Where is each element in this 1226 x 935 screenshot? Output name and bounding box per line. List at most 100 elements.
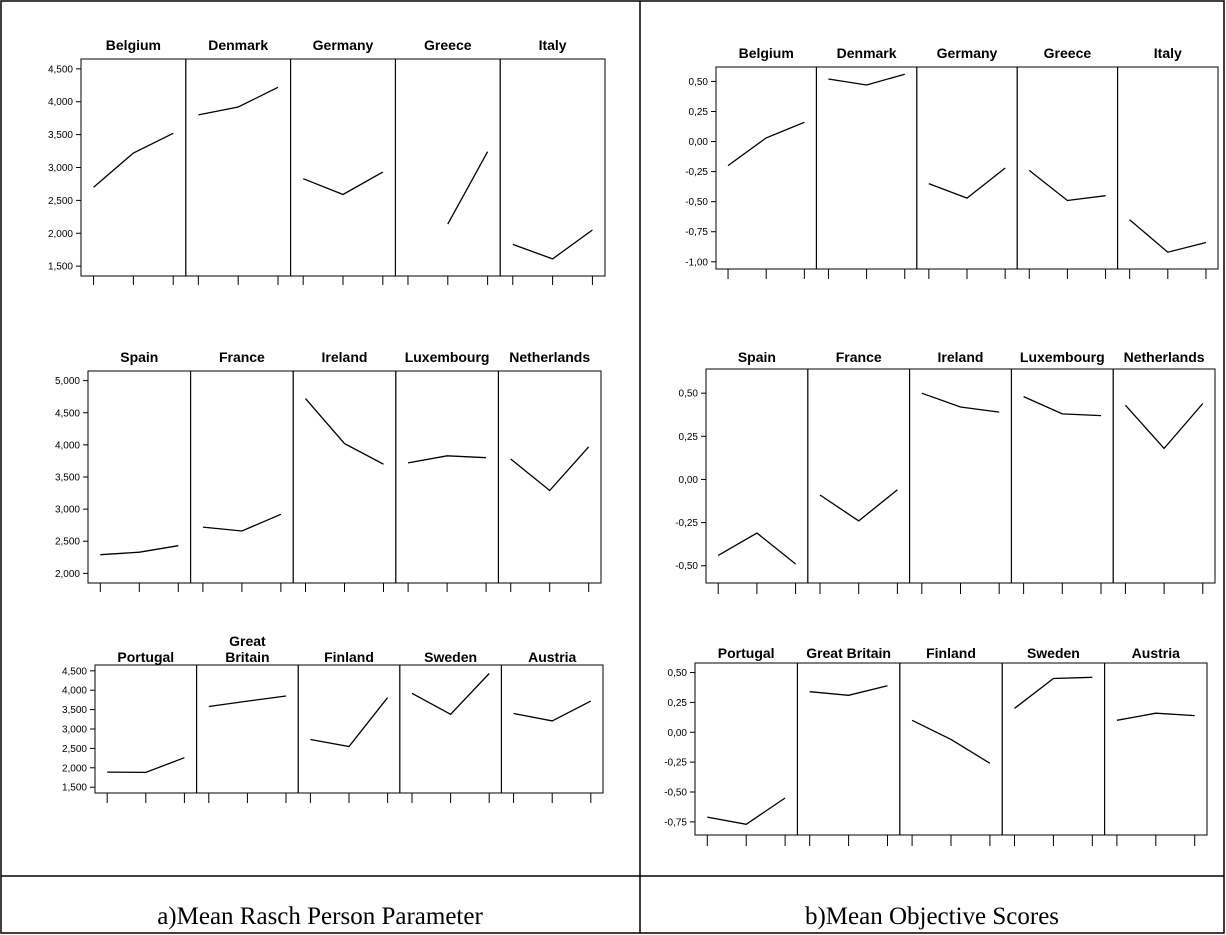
panel-sweden: Sweden bbox=[399, 649, 502, 803]
panel-finland: Finland bbox=[297, 649, 401, 803]
panel-great-britain: Great Britain bbox=[796, 645, 901, 846]
caption-right: b)Mean Objective Scores bbox=[805, 903, 1059, 930]
panel-title: Sweden bbox=[424, 649, 477, 665]
chart-strip-b-1: 0,50 0,25 0,00 -0,25 -0,50 -0,75 -1,00 Belgium D… bbox=[685, 45, 1219, 279]
panel-title: Ireland bbox=[938, 349, 984, 365]
panel-italy: Italy bbox=[499, 37, 606, 285]
y-tick-label: 4,000 bbox=[62, 686, 87, 697]
series-line bbox=[1124, 403, 1204, 450]
y-tick-label: -0,75 bbox=[664, 817, 687, 828]
series-line bbox=[809, 685, 888, 696]
panel-portugal: Portugal bbox=[94, 649, 198, 803]
chart-grid: 1,500 2,000 2,500 3,000 3,500 4,000 4,500 Belgi… bbox=[48, 37, 1219, 846]
series-line bbox=[302, 171, 384, 196]
panel-title: Belgium bbox=[739, 45, 794, 61]
panel-frame bbox=[399, 664, 502, 794]
panel-greece: Greece bbox=[1016, 45, 1119, 279]
panel-frame bbox=[1010, 368, 1114, 584]
panel-frame bbox=[87, 370, 192, 584]
y-tick-label: 0,00 bbox=[668, 728, 688, 739]
y-tick-label: 2,500 bbox=[55, 537, 80, 548]
panel-title: Spain bbox=[120, 349, 158, 365]
panel-germany: Germany bbox=[916, 45, 1018, 279]
y-tick-label: 4,500 bbox=[55, 408, 80, 419]
y-tick-label: -0,25 bbox=[664, 758, 687, 769]
panel-denmark: Denmark bbox=[185, 37, 292, 285]
panel-frame bbox=[1117, 66, 1219, 270]
series-line bbox=[1014, 676, 1093, 709]
panel-belgium: Belgium bbox=[715, 45, 817, 279]
panel-frame bbox=[185, 58, 292, 277]
panel-belgium: Belgium bbox=[80, 37, 187, 285]
panel-ireland: Ireland bbox=[292, 349, 397, 592]
series-line bbox=[819, 489, 898, 522]
y-tick-label: 0,50 bbox=[668, 668, 688, 679]
panel-frame bbox=[500, 664, 604, 794]
panel-netherlands: Netherlands bbox=[497, 349, 602, 592]
panel-frame bbox=[807, 368, 911, 584]
series-line bbox=[208, 695, 287, 708]
panel-frame bbox=[1001, 662, 1106, 836]
y-tick-label: 3,000 bbox=[48, 163, 73, 174]
panel-frame bbox=[715, 66, 817, 270]
panel-title: Austria bbox=[1132, 645, 1180, 661]
y-tick-label: 0,25 bbox=[689, 107, 709, 118]
panel-title: Portugal bbox=[117, 649, 174, 665]
y-tick-label: 0,00 bbox=[689, 137, 709, 148]
series-line bbox=[911, 719, 991, 764]
panel-frame bbox=[497, 370, 602, 584]
panel-frame bbox=[94, 664, 198, 794]
panel-title: Great Britain bbox=[806, 645, 891, 661]
panel-spain: Spain bbox=[87, 349, 192, 592]
series-line bbox=[1116, 712, 1195, 721]
panel-france: France bbox=[190, 349, 294, 592]
series-line bbox=[310, 697, 389, 748]
panel-title: Netherlands bbox=[1124, 349, 1205, 365]
panel-greece: Greece bbox=[394, 37, 501, 285]
y-tick-label: 2,000 bbox=[62, 763, 87, 774]
y-tick-label: 0,00 bbox=[679, 475, 699, 486]
y-tick-label: 2,500 bbox=[62, 744, 87, 755]
panel-finland: Finland bbox=[899, 645, 1003, 846]
y-tick-label: 3,500 bbox=[62, 705, 87, 716]
y-tick-label: -1,00 bbox=[685, 257, 708, 268]
series-line bbox=[1129, 219, 1207, 253]
panel-ireland: Ireland bbox=[909, 349, 1012, 594]
series-line bbox=[513, 700, 592, 722]
panel-title: Greece bbox=[424, 37, 472, 53]
y-tick-label: 5,000 bbox=[55, 376, 80, 387]
series-line bbox=[510, 446, 590, 492]
series-line bbox=[717, 532, 797, 565]
panel-title: France bbox=[836, 349, 882, 365]
panel-frame bbox=[694, 662, 798, 836]
panel-title: Netherlands bbox=[509, 349, 590, 365]
y-tick-label: 0,25 bbox=[668, 698, 688, 709]
panel-denmark: Denmark bbox=[815, 45, 918, 279]
panel-frame bbox=[196, 664, 299, 794]
y-tick-label: 2,000 bbox=[55, 569, 80, 580]
panel-frame bbox=[80, 58, 187, 277]
panel-title: Portugal bbox=[718, 645, 775, 661]
panel-germany: Germany bbox=[290, 37, 396, 285]
panel-frame bbox=[290, 58, 396, 277]
chart-strip-a-3: 1,500 2,000 2,500 3,000 3,500 4,000 4,500 Portu… bbox=[62, 633, 604, 803]
panel-netherlands: Netherlands bbox=[1112, 349, 1216, 594]
panel-austria: Austria bbox=[1104, 645, 1208, 846]
y-tick-label: 3,500 bbox=[48, 130, 73, 141]
panel-frame bbox=[916, 66, 1018, 270]
panel-frame bbox=[499, 58, 606, 277]
series-line bbox=[202, 513, 282, 532]
series-line bbox=[1023, 396, 1102, 417]
y-tick-label: 3,500 bbox=[55, 473, 80, 484]
series-line bbox=[198, 86, 279, 116]
panel-title: Luxembourg bbox=[405, 349, 490, 365]
y-tick-label: 2,500 bbox=[48, 196, 73, 207]
y-tick-label: -0,50 bbox=[675, 561, 698, 572]
panel-title: Finland bbox=[324, 649, 374, 665]
series-line bbox=[828, 73, 905, 86]
chart-strip-a-1: 1,500 2,000 2,500 3,000 3,500 4,000 4,500 Belgi… bbox=[48, 37, 606, 285]
y-tick-label: 4,500 bbox=[48, 64, 73, 75]
